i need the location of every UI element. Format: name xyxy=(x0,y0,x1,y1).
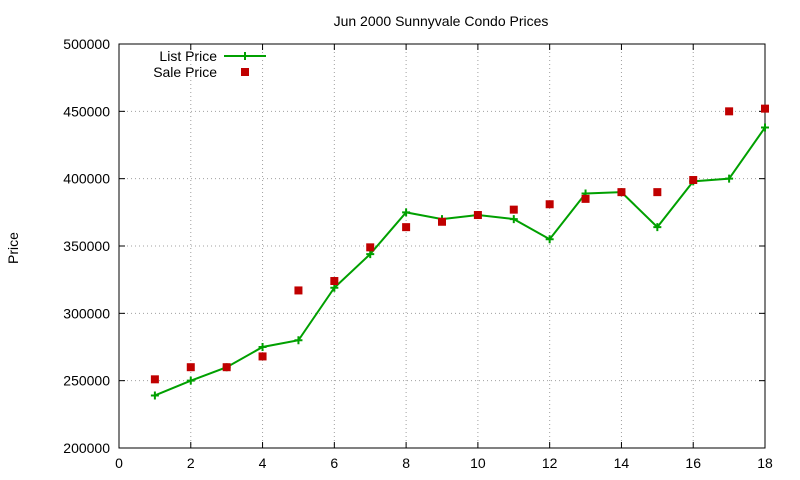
x-tick-label: 18 xyxy=(757,455,773,471)
x-tick-label: 0 xyxy=(115,455,123,471)
x-tick-label: 14 xyxy=(614,455,630,471)
y-tick-label: 450000 xyxy=(63,103,110,119)
sale-price-point xyxy=(186,363,195,372)
y-tick-label: 200000 xyxy=(63,440,110,456)
y-tick-label: 350000 xyxy=(63,238,110,254)
y-tick-label: 250000 xyxy=(63,373,110,389)
x-tick-label: 10 xyxy=(470,455,486,471)
list-price-point xyxy=(150,391,159,400)
sale-price-point xyxy=(545,200,554,209)
grid-lines xyxy=(119,44,765,448)
x-tick-label: 8 xyxy=(402,455,410,471)
sale-price-point xyxy=(222,363,231,372)
data-series xyxy=(150,104,769,400)
list-price-line xyxy=(154,126,766,397)
sale-price-point xyxy=(653,188,662,197)
axis-ticks: 0 2 4 6 8 10 12 14 16 18 200000 250000 300000 350000 4… xyxy=(63,36,773,471)
x-tick-label: 2 xyxy=(187,455,195,471)
sale-price-point xyxy=(150,375,159,384)
list-price-point xyxy=(186,376,195,385)
chart-title: Jun 2000 Sunnyvale Condo Prices xyxy=(334,13,549,29)
sale-price-series xyxy=(150,104,769,384)
sale-price-point xyxy=(402,223,411,232)
sale-price-point xyxy=(581,194,590,203)
list-price-point xyxy=(653,223,662,232)
sale-price-point xyxy=(258,352,267,361)
x-tick-label: 6 xyxy=(330,455,338,471)
x-tick-label: 16 xyxy=(685,455,701,471)
sale-price-point xyxy=(689,176,698,185)
list-price-point xyxy=(761,123,769,132)
sale-price-point xyxy=(473,211,482,220)
sale-price-point xyxy=(330,277,339,286)
list-price-point xyxy=(258,343,267,351)
legend-label: Sale Price xyxy=(153,64,217,80)
list-price-point xyxy=(545,235,554,244)
y-tick-label: 300000 xyxy=(63,305,110,321)
sale-price-point xyxy=(294,286,303,295)
list-price-point xyxy=(330,283,339,292)
sale-price-point xyxy=(438,217,446,226)
sale-price-point xyxy=(761,104,769,113)
list-price-series xyxy=(150,123,769,400)
list-price-point xyxy=(402,208,411,217)
sale-price-point xyxy=(509,205,518,214)
sale-price-point xyxy=(725,107,734,116)
sale-price-point xyxy=(366,243,375,252)
list-price-point xyxy=(366,250,375,259)
legend-label: List Price xyxy=(159,48,217,64)
y-axis-label: Price xyxy=(5,232,21,264)
y-tick-label: 500000 xyxy=(63,36,110,52)
sale-price-point xyxy=(241,68,249,76)
y-tick-label: 400000 xyxy=(63,171,110,187)
list-price-point xyxy=(294,336,303,345)
x-tick-label: 12 xyxy=(542,455,558,471)
list-price-point xyxy=(509,215,518,224)
list-price-point xyxy=(725,174,734,183)
sale-price-point xyxy=(617,188,626,197)
list-price-point xyxy=(241,52,249,60)
x-tick-label: 4 xyxy=(259,455,267,471)
